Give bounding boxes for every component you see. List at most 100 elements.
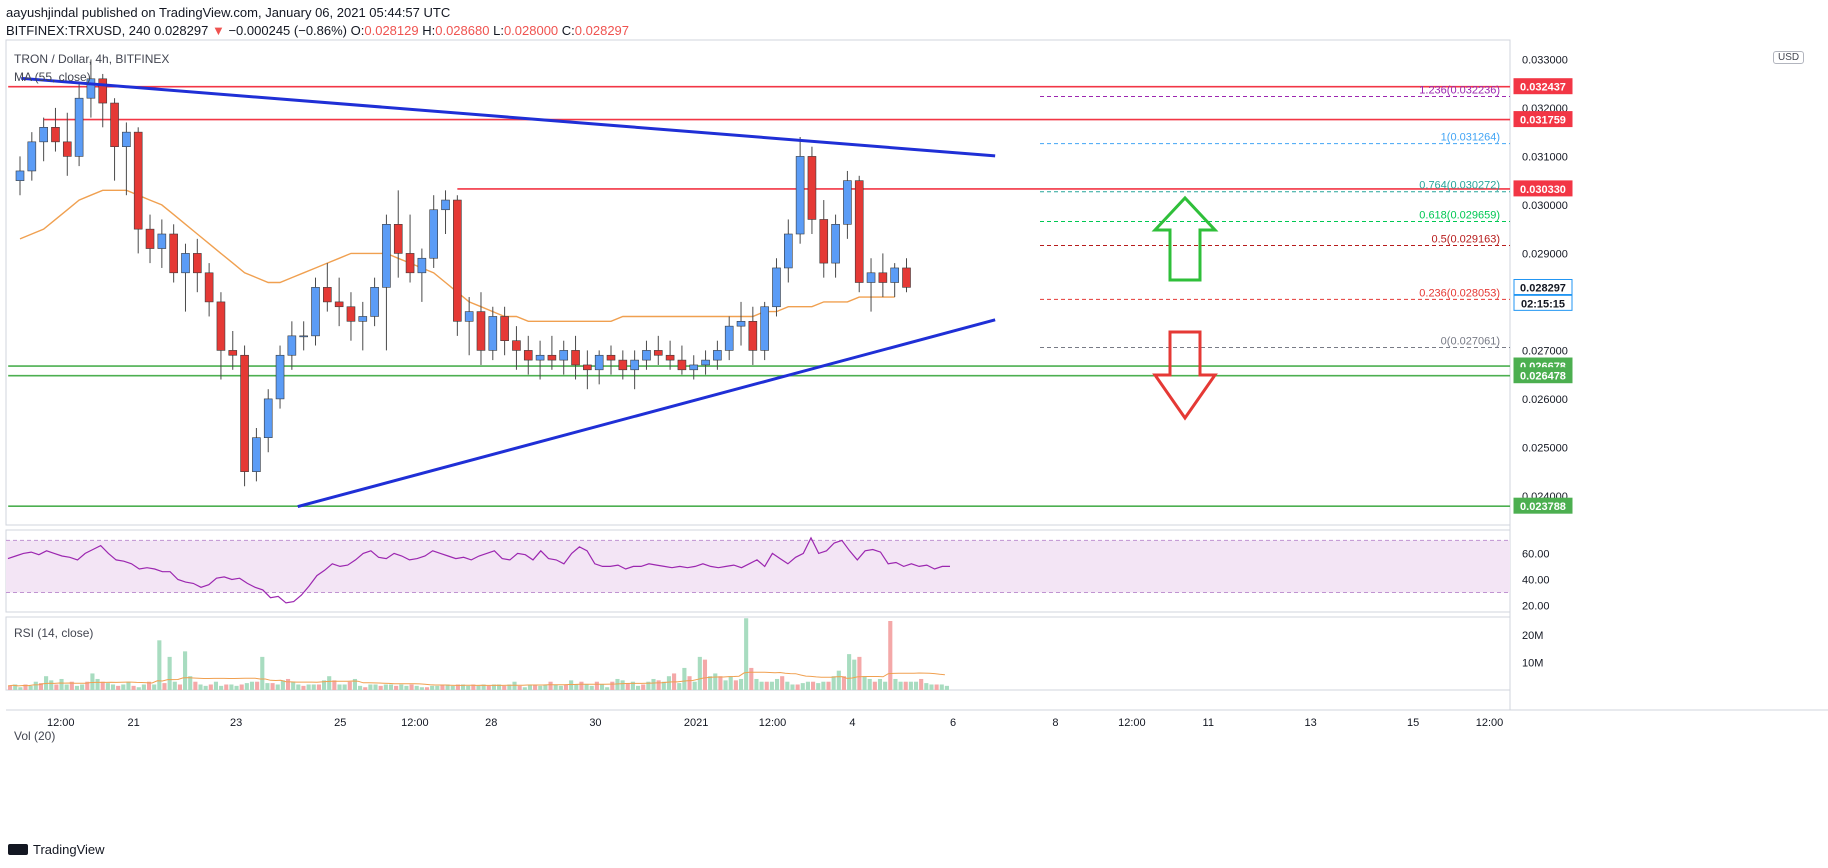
candle [122, 122, 131, 196]
volume-bar [486, 685, 491, 690]
candle-body [169, 233, 178, 274]
volume-bar [847, 654, 852, 690]
candle-body [854, 180, 864, 283]
volume-bar [574, 684, 579, 690]
volume-bar [198, 684, 203, 690]
volume-bar [780, 676, 785, 690]
candle-body [263, 398, 273, 438]
currency-badge[interactable]: USD [1773, 51, 1805, 64]
price-tick-label: 0.031000 [1522, 151, 1568, 163]
fib-level-label: 0(0.027061) [1441, 335, 1500, 347]
rsi-band [6, 540, 1510, 593]
low-value: 0.028000 [503, 23, 559, 38]
volume-bar [280, 680, 285, 690]
volume-bar [126, 681, 131, 690]
volume-bar [322, 680, 327, 690]
candle [571, 335, 580, 380]
volume-bar [744, 618, 749, 690]
volume-bar [836, 670, 841, 690]
candle-body [795, 156, 805, 235]
candle [653, 335, 663, 365]
volume-bar [898, 681, 903, 690]
volume-bar [615, 678, 620, 690]
candle [405, 214, 415, 283]
volume-bar [409, 684, 414, 690]
volume-bar [419, 687, 424, 690]
candle-body [193, 253, 202, 274]
candle-body [429, 209, 439, 259]
candle-body [216, 301, 226, 351]
volume-bar [831, 676, 836, 690]
ohlc-line: BITFINEX:TRXUSD, 240 0.028297 ▼ −0.00024… [6, 22, 629, 40]
price-badge-box [1513, 278, 1573, 295]
rsi-legend: RSI (14, close) [14, 626, 94, 640]
candle-body [287, 335, 297, 356]
volume-bar [54, 684, 59, 690]
volume-bar [301, 685, 306, 690]
volume-bar [59, 678, 64, 690]
candle-body [122, 131, 131, 147]
candle-body [618, 359, 628, 371]
tradingview-logo[interactable]: TradingView [8, 842, 105, 857]
price-tick-label: 0.026000 [1522, 394, 1568, 406]
volume-bar [785, 681, 790, 690]
volume-bar [157, 640, 162, 690]
candle [382, 214, 391, 351]
volume-bar [327, 676, 332, 690]
candle [429, 195, 439, 268]
volume-bar [929, 684, 934, 690]
candle [795, 137, 805, 244]
volume-bar [306, 684, 311, 690]
volume-bar [352, 678, 358, 690]
volume-bar [146, 681, 152, 690]
volume-bar [481, 684, 486, 690]
volume-bar [738, 678, 744, 690]
candle-body [594, 354, 604, 371]
candle-body [62, 141, 72, 157]
volume-bar [862, 676, 867, 690]
candle [62, 112, 72, 176]
volume-bar [455, 684, 460, 690]
price-badge-label: 0.031759 [1520, 115, 1566, 127]
time-tick-label: 15 [1407, 717, 1419, 729]
candle-body [488, 316, 498, 351]
candle-body [689, 364, 699, 371]
volume-bar [533, 684, 538, 690]
volume-bar [136, 687, 141, 690]
volume-bar [759, 681, 764, 690]
candle [15, 156, 25, 196]
rsi-line [7, 536, 950, 604]
candle [464, 297, 474, 356]
time-tick-label: 11 [1203, 717, 1214, 729]
candle [27, 132, 37, 181]
candle [736, 301, 746, 346]
volume-bar [229, 684, 234, 690]
chart-header: aayushjindal published on TradingView.co… [6, 4, 629, 40]
candle [843, 170, 852, 239]
candle [346, 292, 356, 341]
time-tick-label: 6 [950, 717, 956, 729]
rsi-tick-label: 20.00 [1522, 600, 1550, 612]
volume-bar [121, 684, 126, 690]
volume-bar [677, 683, 682, 690]
price-badge-resistance: 0.032437 [1513, 78, 1573, 95]
ma-legend: MA (55, close) [14, 70, 91, 84]
volume-bar [80, 684, 85, 690]
volume-bar [764, 681, 769, 690]
publisher-line: aayushjindal published on TradingView.co… [6, 5, 451, 20]
down-arrow-icon: ▼ [211, 23, 225, 38]
candle [370, 277, 379, 327]
volume-bar [497, 684, 502, 690]
volume-bar [316, 684, 321, 690]
fib-level-label: 1(0.031264) [1441, 132, 1500, 144]
time-tick-label: 12:00 [401, 717, 429, 729]
volume-bar [610, 681, 615, 690]
volume-bar [728, 676, 733, 690]
candle [51, 107, 60, 152]
volume-bar [424, 687, 430, 690]
candle [535, 340, 545, 380]
volume-bar [877, 678, 883, 690]
candle-body [51, 127, 60, 143]
candle-body [701, 359, 710, 366]
